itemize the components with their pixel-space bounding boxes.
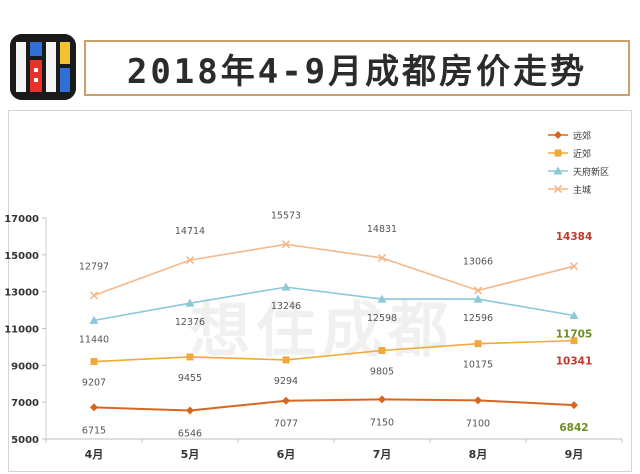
data-label: 12797	[79, 261, 109, 272]
data-point	[569, 262, 579, 271]
y-tick-label: 11000	[4, 325, 39, 336]
legend-label: 近郊	[573, 148, 591, 160]
series-line	[93, 243, 575, 297]
data-point	[473, 286, 483, 295]
page-title: 2018年4-9月成都房价走势	[126, 51, 588, 92]
y-tick-label: 9000	[11, 361, 39, 372]
data-point	[569, 311, 579, 320]
data-point	[89, 315, 99, 324]
data-label: 6842	[559, 422, 588, 434]
data-label: 13066	[463, 256, 493, 267]
data-label: 10341	[556, 356, 593, 368]
header: 2018年4-9月成都房价走势	[0, 0, 640, 108]
data-label: 12376	[175, 317, 205, 328]
data-label: 7100	[466, 418, 490, 429]
data-point	[185, 256, 195, 265]
data-label: 14831	[367, 224, 397, 235]
data-label: 11440	[79, 334, 109, 345]
y-tick-label: 17000	[4, 214, 39, 225]
brand-logo-graphic	[10, 34, 76, 100]
data-label: 14714	[175, 226, 205, 237]
data-point	[474, 396, 482, 405]
data-label: 11705	[556, 329, 593, 341]
title-box: 2018年4-9月成都房价走势	[84, 40, 630, 96]
data-point	[474, 340, 482, 348]
legend-label: 远郊	[573, 130, 591, 142]
legend-marker	[553, 184, 563, 194]
data-point	[282, 356, 290, 364]
data-point	[377, 253, 387, 263]
x-tick-label: 5月	[181, 448, 200, 461]
legend-label: 主城	[573, 184, 591, 196]
data-point	[570, 401, 578, 410]
data-label: 9455	[178, 373, 202, 384]
x-tick-label: 4月	[85, 448, 104, 461]
data-point	[90, 358, 98, 366]
data-label: 9294	[274, 376, 298, 387]
legend-marker	[554, 149, 562, 157]
data-point	[282, 396, 290, 405]
data-label: 12596	[463, 313, 493, 324]
x-tick-label: 6月	[277, 448, 296, 461]
data-point	[570, 337, 578, 345]
legend-label: 天府新区	[573, 166, 609, 178]
data-point	[378, 347, 386, 355]
data-label: 12598	[367, 313, 397, 324]
data-label: 9207	[82, 378, 106, 389]
data-label: 7077	[274, 419, 298, 430]
y-tick-label: 15000	[4, 251, 39, 262]
legend-marker	[553, 166, 563, 175]
data-label: 14384	[556, 231, 593, 243]
data-point	[378, 395, 386, 404]
data-label: 13246	[271, 301, 301, 312]
data-label: 10175	[463, 360, 493, 371]
data-label: 9805	[370, 367, 394, 378]
data-label: 6715	[82, 425, 106, 436]
series-line	[93, 398, 575, 412]
series-line	[93, 286, 575, 322]
x-tick-label: 7月	[373, 448, 392, 461]
y-tick-label: 7000	[11, 398, 39, 409]
data-point	[186, 353, 194, 361]
data-point	[377, 294, 387, 303]
data-point	[186, 406, 194, 415]
data-point	[473, 294, 483, 303]
series-line	[93, 339, 575, 363]
legend-marker	[554, 131, 562, 139]
data-point	[89, 291, 99, 300]
watermark: 想住成都	[190, 296, 454, 366]
y-tick-label: 5000	[11, 435, 39, 446]
y-tick-label: 13000	[4, 288, 39, 299]
brand-logo	[10, 34, 76, 100]
data-point	[185, 298, 195, 307]
data-point	[281, 282, 291, 291]
data-label: 15573	[271, 210, 301, 221]
data-label: 6546	[178, 429, 202, 440]
data-point	[90, 403, 98, 412]
x-tick-label: 9月	[565, 448, 584, 461]
data-label: 7150	[370, 417, 394, 428]
data-point	[281, 240, 291, 249]
x-tick-label: 8月	[469, 448, 488, 461]
